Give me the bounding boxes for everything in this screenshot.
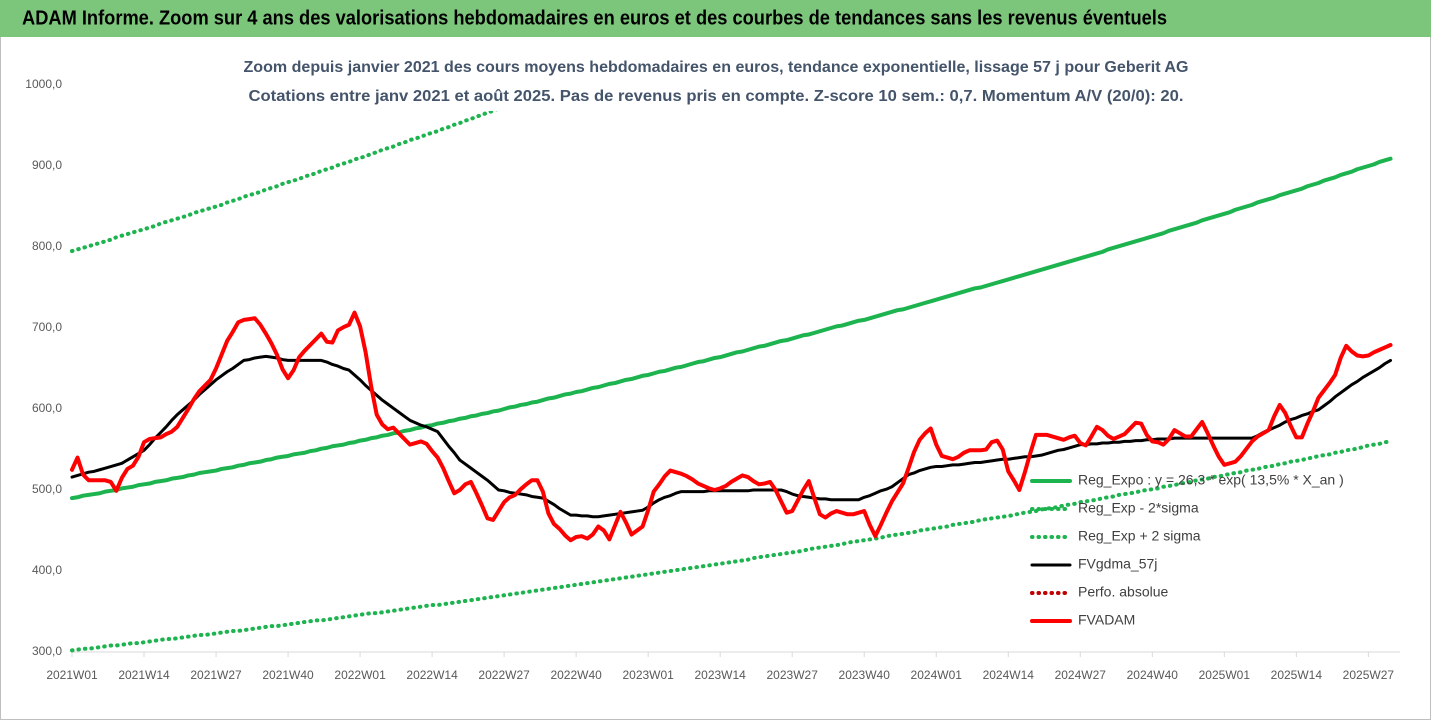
y-tick-label: 700,0 [32,320,62,334]
x-tick-label: 2025W27 [1343,668,1395,682]
x-tick-label: 2023W40 [839,668,891,682]
x-tick-label: 2021W27 [190,668,242,682]
legend-label: Perfo. absolue [1078,584,1168,600]
legend-label: Reg_Exp + 2 sigma [1078,528,1201,544]
y-tick-label: 900,0 [32,158,62,172]
x-tick-label: 2023W01 [622,668,674,682]
header-bar [0,0,1431,37]
x-tick-label: 2021W40 [262,668,314,682]
x-tick-label: 2025W14 [1271,668,1323,682]
series-line [70,310,1393,543]
x-tick-label: 2022W01 [334,668,386,682]
subtitle-background [238,53,1193,111]
legend-label: FVADAM [1078,612,1135,628]
chart-subtitle: Cotations entre janv 2021 et août 2025. … [249,88,1184,105]
x-tick-label: 2022W40 [550,668,602,682]
x-tick-label: 2022W27 [478,668,530,682]
chart-title: ADAM Informe. Zoom sur 4 ans des valoris… [22,7,1167,29]
x-tick-label: 2024W27 [1055,668,1107,682]
y-tick-label: 400,0 [32,563,62,577]
y-tick-label: 1000,0 [25,77,62,91]
x-tick-label: 2024W40 [1127,668,1179,682]
legend-label: Reg_Exp - 2*sigma [1078,500,1199,516]
x-tick-label: 2021W01 [46,668,98,682]
x-tick-label: 2022W14 [406,668,458,682]
x-tick-label: 2023W27 [767,668,819,682]
y-tick-label: 300,0 [32,644,62,658]
legend: Reg_Expo : y = 26,3 * exp( 13,5% * X_an … [1030,472,1344,628]
x-tick-label: 2024W14 [983,668,1035,682]
series-line [70,156,1393,501]
axes: 300,0 400,0 500,0 600,0 700,0 800,0 900,0 1000,… [25,77,1400,682]
legend-label: FVgdma_57j [1078,556,1157,572]
x-tick-label: 2021W14 [118,668,170,682]
x-tick-label: 2025W01 [1199,668,1251,682]
y-tick-label: 600,0 [32,401,62,415]
x-tick-label: 2023W14 [694,668,746,682]
plot-area [70,85,1393,653]
y-tick-label: 800,0 [32,239,62,253]
y-tick-label: 500,0 [32,482,62,496]
chart-subtitle: Zoom depuis janvier 2021 des cours moyen… [244,59,1189,76]
legend-label: Reg_Expo : y = 26,3 * exp( 13,5% * X_an … [1078,472,1344,488]
series-line [70,439,1393,653]
x-tick-label: 2024W01 [911,668,963,682]
